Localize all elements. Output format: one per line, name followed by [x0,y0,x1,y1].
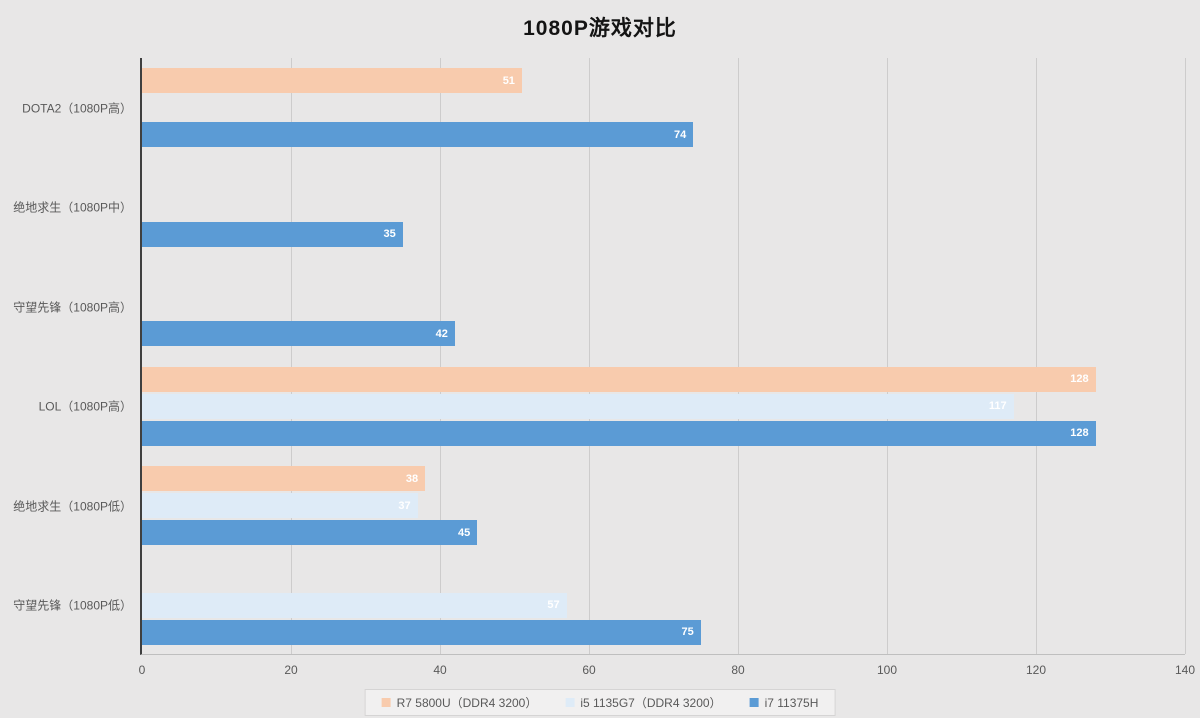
chart-title: 1080P游戏对比 [523,17,677,40]
gridline [589,58,590,654]
bar-r7-5800u: 51 [142,68,522,94]
gridline [1036,58,1037,654]
category-label: DOTA2（1080P高） [22,101,132,116]
bar-i7-11375h: 35 [142,221,403,247]
x-tick-label: 0 [138,663,146,677]
bar-r7-5800u: 128 [142,366,1096,392]
gridline [738,58,739,654]
bar-i5-1135g7: 57 [142,592,567,618]
gridline [887,58,888,654]
legend-label: i5 1135G7（DDR4 3200） [580,696,722,710]
category-label: 守望先锋（1080P高） [13,300,132,315]
legend-item: i7 11375H [749,695,819,710]
bar-i7-11375h: 42 [142,321,455,347]
bar-i7-11375h: 74 [142,122,694,148]
bar-value-label: 37 [398,499,411,512]
x-tick-label: 80 [731,663,745,677]
bar-i5-1135g7: 117 [142,393,1014,419]
bar-value-label: 57 [547,599,560,612]
bar-r7-5800u: 38 [142,466,426,492]
legend-swatch [565,698,575,707]
bar-value-label: 35 [383,228,396,241]
gridline [291,58,292,654]
bar-value-label: 128 [1070,427,1089,440]
category-label: 守望先锋（1080P低） [13,598,132,613]
bar-value-label: 75 [681,626,694,639]
bar-i5-1135g7: 37 [142,493,418,519]
category-label: LOL（1080P高） [38,399,132,414]
gridline [1185,58,1186,654]
bar-i7-11375h: 45 [142,520,478,546]
bar-value-label: 42 [435,327,448,340]
bar-value-label: 117 [988,400,1007,413]
x-tick-label: 40 [433,663,447,677]
gridline [440,58,441,654]
legend-label: R7 5800U（DDR4 3200） [396,696,538,710]
legend-item: R7 5800U（DDR4 3200） [381,694,538,711]
x-tick-label: 20 [284,663,298,677]
plot-area: 0 20 40 60 80 100 120 140 DOTA2（1080P高） 51 74 绝地求生（… [13,58,1195,677]
legend-swatch [381,698,391,707]
x-tick-label: 100 [876,663,898,677]
bar-value-label: 128 [1070,373,1089,386]
x-tick-label: 140 [1174,663,1196,677]
category-label: 绝地求生（1080P低） [13,499,132,514]
bar-value-label: 51 [502,74,515,87]
bar-i7-11375h: 75 [142,619,701,645]
x-tick-label: 120 [1025,663,1047,677]
legend-label: i7 11375H [764,695,819,710]
bar-value-label: 74 [674,128,687,141]
bar-value-label: 38 [405,472,419,485]
bar-value-label: 45 [458,526,471,539]
legend-swatch [749,698,759,707]
legend: R7 5800U（DDR4 3200） i5 1135G7（DDR4 3200） i… [364,689,836,716]
category-label: 绝地求生（1080P中） [13,200,132,215]
bar-i7-11375h: 128 [142,420,1096,446]
legend-item: i5 1135G7（DDR4 3200） [565,694,722,711]
x-tick-label: 60 [582,663,596,677]
